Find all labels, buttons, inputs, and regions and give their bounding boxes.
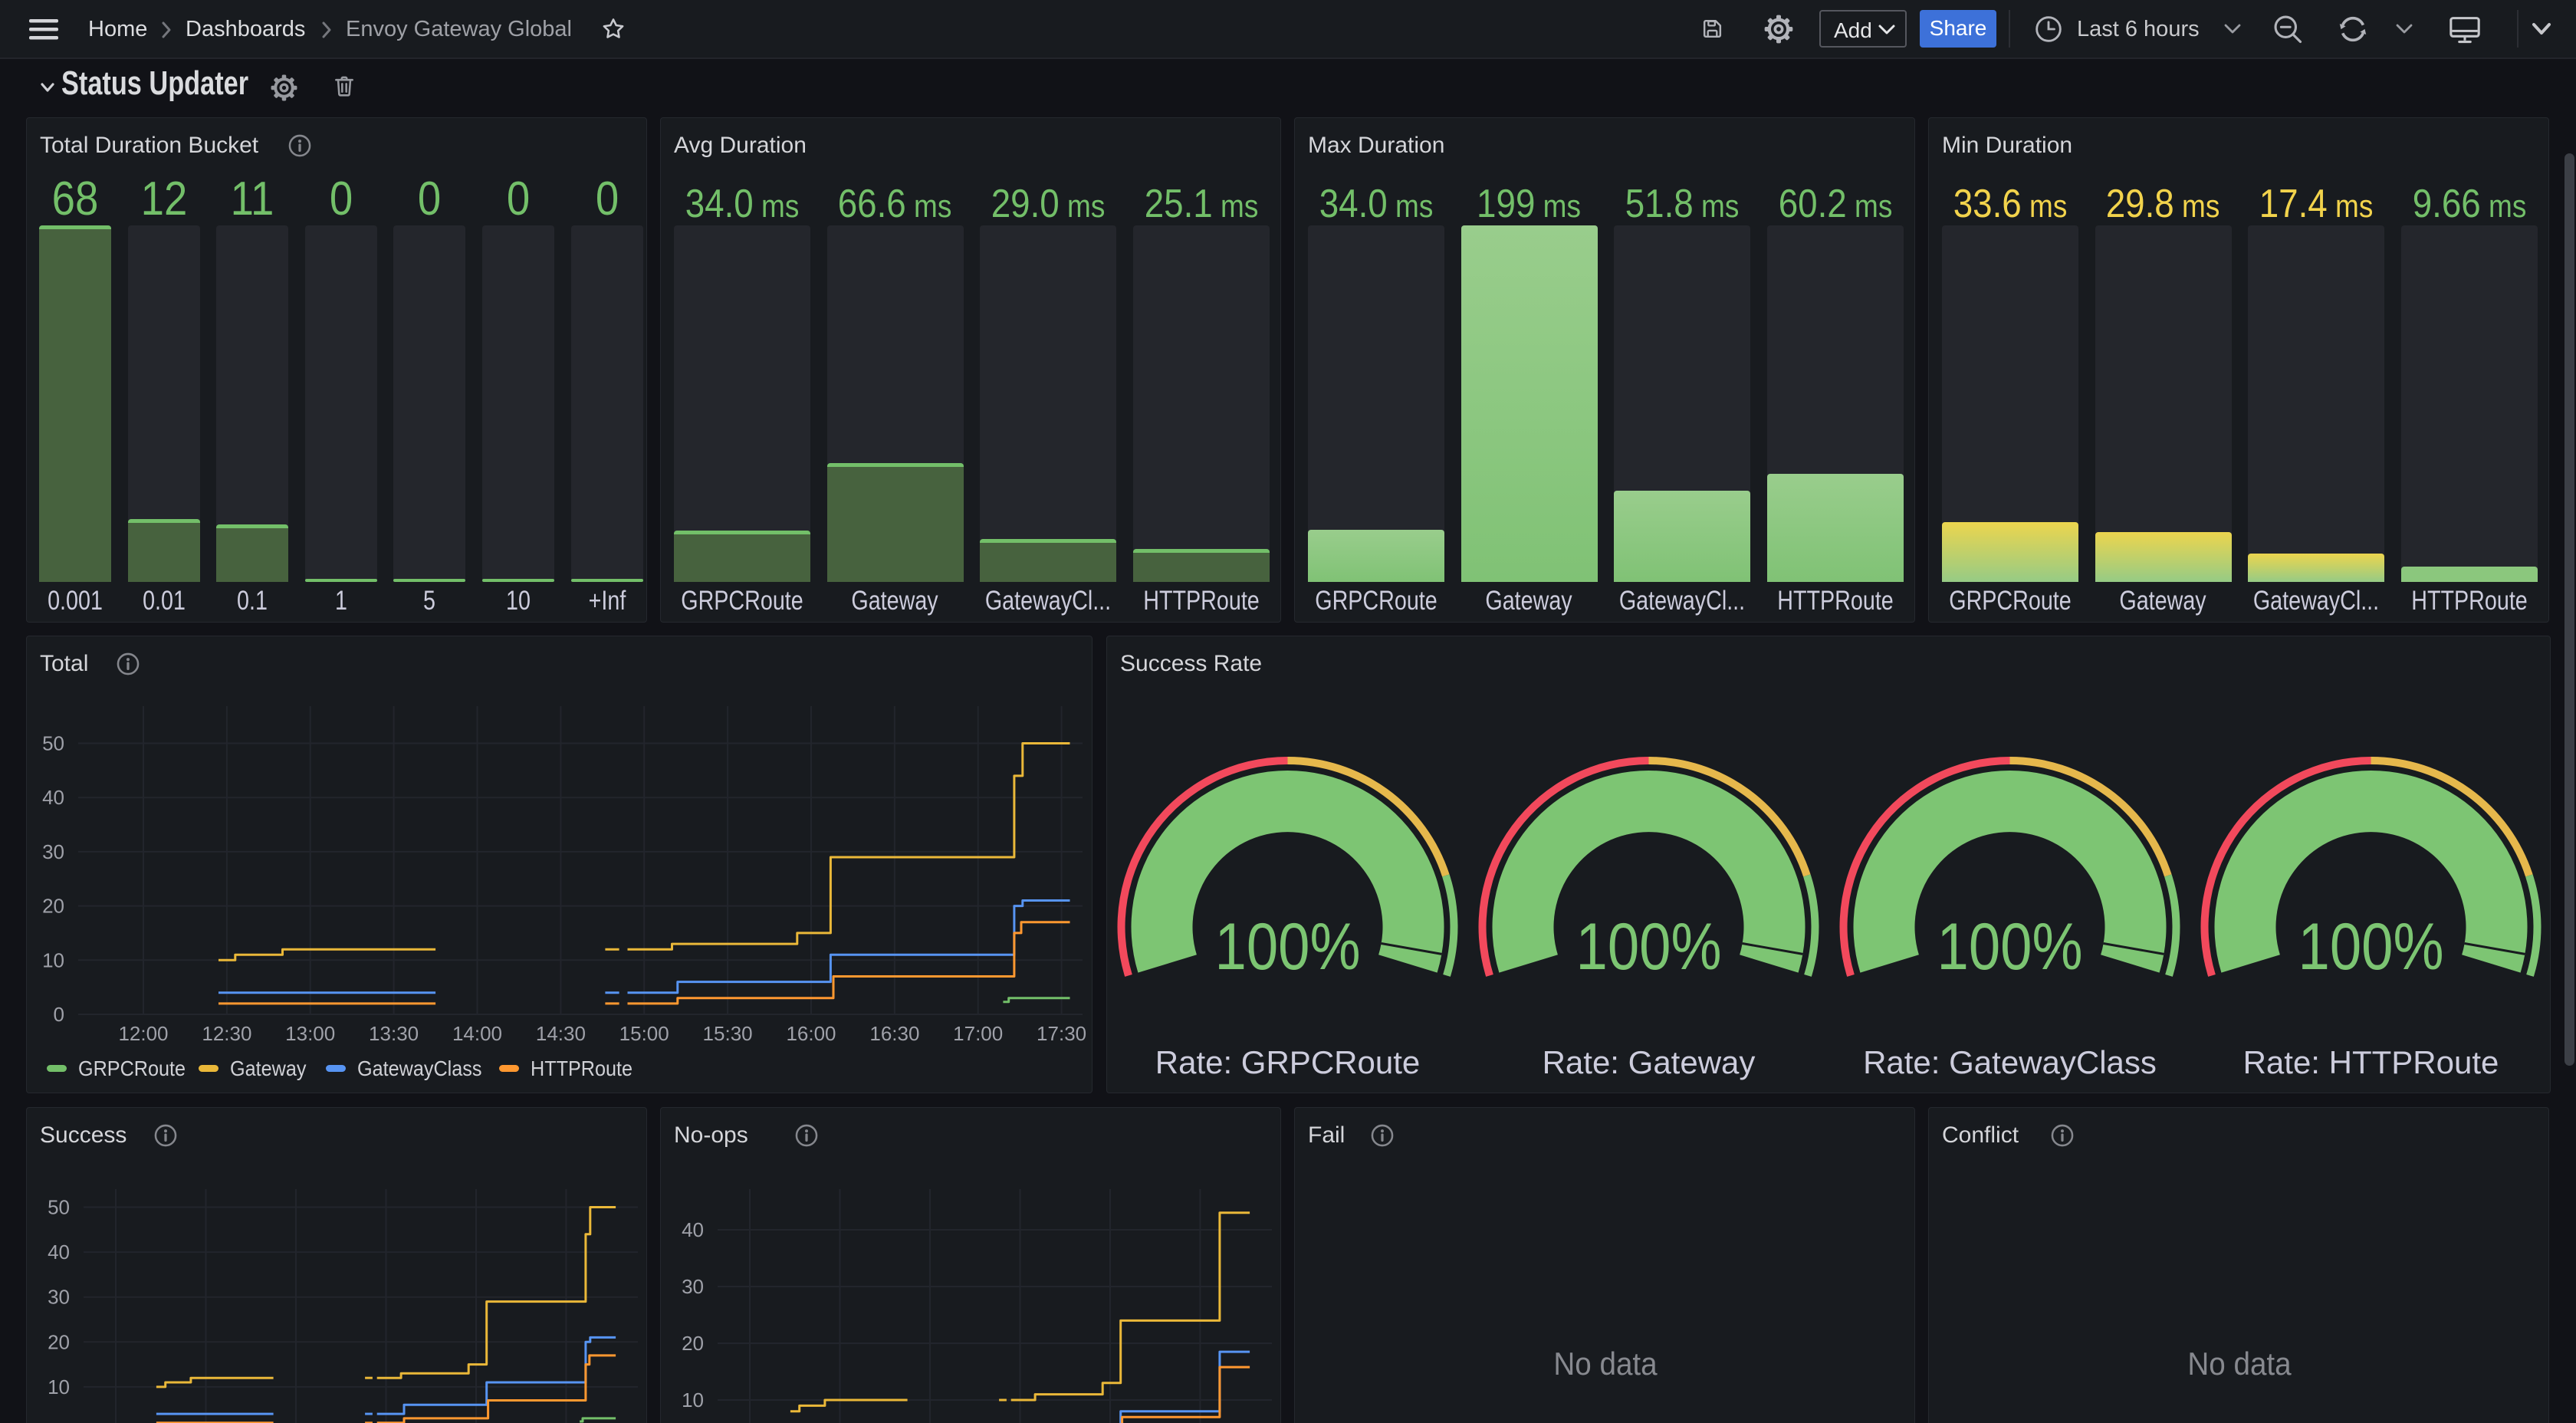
svg-text:40: 40 — [42, 786, 64, 809]
svg-text:20: 20 — [682, 1332, 704, 1355]
svg-text:10: 10 — [682, 1388, 704, 1411]
svg-text:40: 40 — [682, 1218, 704, 1241]
svg-text:17:00: 17:00 — [953, 1022, 1003, 1045]
svg-text:40: 40 — [48, 1241, 70, 1264]
svg-text:16:30: 16:30 — [869, 1022, 919, 1045]
svg-text:13:30: 13:30 — [369, 1022, 419, 1045]
svg-text:16:00: 16:00 — [786, 1022, 836, 1045]
svg-text:Rate: Gateway: Rate: Gateway — [1543, 1044, 1756, 1080]
svg-text:0: 0 — [54, 1003, 64, 1026]
svg-text:17:30: 17:30 — [1037, 1022, 1086, 1045]
svg-text:15:00: 15:00 — [619, 1022, 669, 1045]
svg-text:20: 20 — [48, 1330, 70, 1353]
svg-text:100%: 100% — [1576, 910, 1722, 984]
svg-text:12:30: 12:30 — [202, 1022, 251, 1045]
svg-text:100%: 100% — [1937, 910, 2083, 984]
svg-text:30: 30 — [48, 1286, 70, 1309]
svg-text:15:30: 15:30 — [703, 1022, 753, 1045]
svg-text:14:30: 14:30 — [536, 1022, 586, 1045]
svg-text:100%: 100% — [2298, 910, 2444, 984]
svg-text:Rate: GatewayClass: Rate: GatewayClass — [1863, 1044, 2157, 1080]
svg-text:12:00: 12:00 — [118, 1022, 168, 1045]
svg-text:50: 50 — [42, 732, 64, 755]
svg-text:20: 20 — [42, 895, 64, 918]
svg-text:10: 10 — [48, 1375, 70, 1398]
svg-text:30: 30 — [42, 840, 64, 863]
svg-text:14:00: 14:00 — [452, 1022, 502, 1045]
svg-text:30: 30 — [682, 1275, 704, 1298]
svg-text:100%: 100% — [1215, 910, 1361, 984]
svg-text:10: 10 — [42, 948, 64, 971]
svg-text:13:00: 13:00 — [285, 1022, 335, 1045]
svg-text:Rate: GRPCRoute: Rate: GRPCRoute — [1155, 1044, 1420, 1080]
svg-text:50: 50 — [48, 1196, 70, 1219]
svg-text:Rate: HTTPRoute: Rate: HTTPRoute — [2243, 1044, 2499, 1080]
